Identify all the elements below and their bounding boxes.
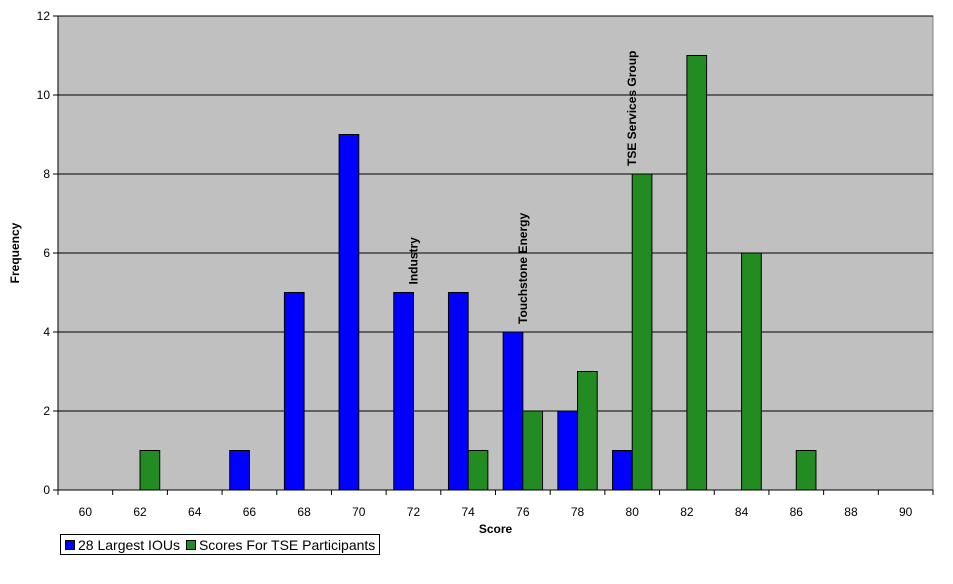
- y-tick-labels: 0 2 4 6 8 10 12: [37, 9, 58, 497]
- x-tick-label: 86: [790, 505, 804, 519]
- x-tick-label: 82: [680, 505, 694, 519]
- bar-tse-76: [522, 410, 544, 491]
- annotation-label: Touchstone Energy: [516, 213, 530, 324]
- x-tick-label: 84: [735, 505, 749, 519]
- bar-tse-74: [467, 450, 489, 491]
- y-tick-label: 2: [43, 404, 50, 418]
- bar-tse-84: [741, 252, 762, 491]
- x-tick-label: 90: [899, 505, 913, 519]
- x-tick-label: 68: [297, 505, 311, 519]
- y-tick-label: 6: [43, 246, 50, 260]
- bar-ious-78: [557, 410, 579, 491]
- y-tick-label: 4: [43, 325, 50, 339]
- bar-ious-80: [612, 450, 633, 491]
- bars: [139, 55, 817, 491]
- legend-item-ious: 28 Largest IOUs: [65, 537, 180, 553]
- annotation-label: TSE Services Group: [625, 51, 639, 166]
- x-tick-labels: 60 62 64 66 68 70 72 74 76 78 80 82 84 86 88 90: [57, 490, 934, 519]
- legend: 28 Largest IOUs Scores For TSE Participa…: [60, 534, 381, 555]
- legend-swatch-ious: [65, 539, 75, 550]
- legend-label-ious: 28 Largest IOUs: [78, 536, 180, 553]
- y-tick-label: 12: [37, 9, 51, 23]
- x-tick-label: 70: [352, 505, 366, 519]
- x-tick-label: 60: [79, 505, 93, 519]
- legend-item-tse: Scores For TSE Participants: [185, 536, 376, 553]
- bar-tse-80: [631, 173, 653, 491]
- y-tick-label: 0: [43, 483, 50, 497]
- x-tick-label: 88: [844, 505, 858, 519]
- legend-label-tse: Scores For TSE Participants: [198, 536, 376, 553]
- gridlines: [58, 15, 933, 412]
- bar-tse-82: [686, 55, 708, 491]
- bar-ious-72: [393, 292, 414, 491]
- x-tick-label: 62: [133, 505, 147, 519]
- y-tick-label: 8: [43, 167, 50, 181]
- bar-ious-70: [338, 134, 360, 491]
- annotations: Industry Touchstone Energy TSE Services Gr…: [406, 51, 639, 324]
- bar-ious-76: [502, 331, 524, 491]
- y-axis-title: Frequency: [8, 222, 22, 283]
- bar-tse-62: [139, 450, 161, 491]
- x-tick-label: 74: [461, 505, 475, 519]
- bar-ious-68: [283, 292, 305, 491]
- x-tick-label: 64: [188, 505, 202, 519]
- x-tick-label: 72: [407, 505, 421, 519]
- x-tick-label: 80: [626, 505, 640, 519]
- x-tick-label: 76: [516, 505, 530, 519]
- bar-ious-74: [447, 292, 469, 491]
- x-tick-label: 66: [243, 505, 257, 519]
- bar-tse-86: [795, 450, 817, 491]
- legend-swatch-tse: [185, 539, 196, 550]
- annotation-label: Industry: [406, 237, 420, 285]
- x-axis-title: Score: [479, 522, 513, 534]
- bar-ious-66: [229, 450, 250, 491]
- bar-tse-78: [577, 371, 598, 491]
- x-tick-label: 78: [571, 505, 585, 519]
- y-tick-label: 10: [37, 88, 51, 102]
